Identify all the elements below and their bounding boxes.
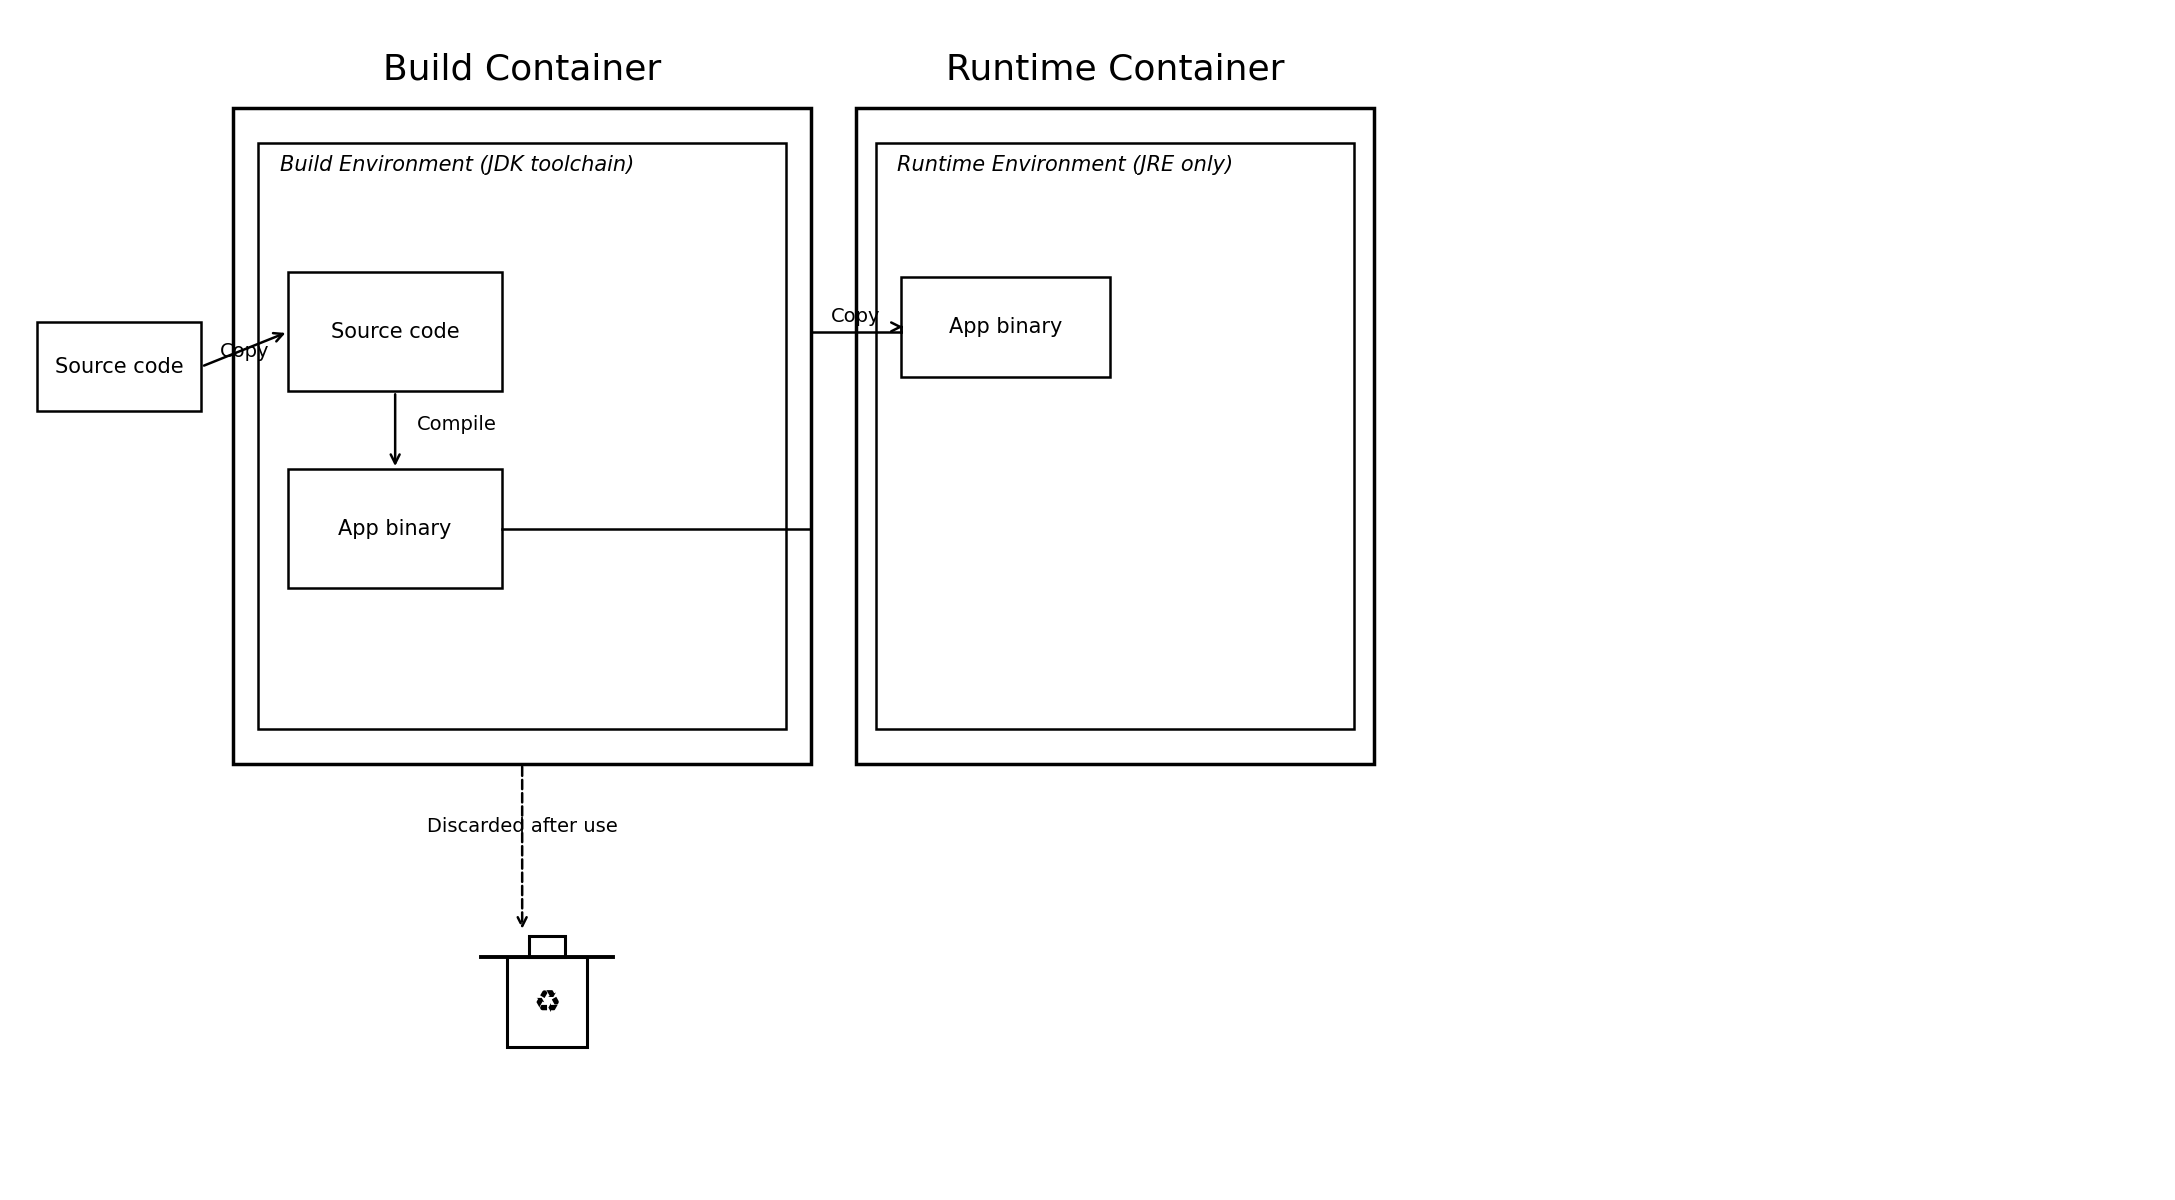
Text: Compile: Compile [418, 415, 496, 433]
Bar [37, 322, 202, 412]
Bar [233, 108, 811, 764]
Text: Runtime Environment (JRE only): Runtime Environment (JRE only) [898, 155, 1233, 175]
Bar [529, 936, 566, 958]
Text: ♻: ♻ [533, 989, 561, 1019]
Text: App binary: App binary [948, 317, 1061, 337]
Bar [877, 143, 1355, 730]
Bar [259, 143, 785, 730]
Text: Build Environment (JDK toolchain): Build Environment (JDK toolchain) [281, 155, 635, 175]
Text: Copy: Copy [831, 307, 881, 326]
Bar [857, 108, 1375, 764]
Text: Copy: Copy [220, 342, 270, 361]
Text: App binary: App binary [339, 518, 452, 539]
Text: Source code: Source code [331, 322, 459, 342]
Text: Discarded after use: Discarded after use [426, 817, 618, 836]
Text: Runtime Container: Runtime Container [946, 53, 1283, 86]
Bar [900, 277, 1109, 377]
Bar [507, 958, 587, 1046]
Bar [287, 272, 502, 391]
Text: Build Container: Build Container [383, 53, 661, 86]
Bar [287, 469, 502, 588]
Text: Source code: Source code [54, 356, 183, 377]
